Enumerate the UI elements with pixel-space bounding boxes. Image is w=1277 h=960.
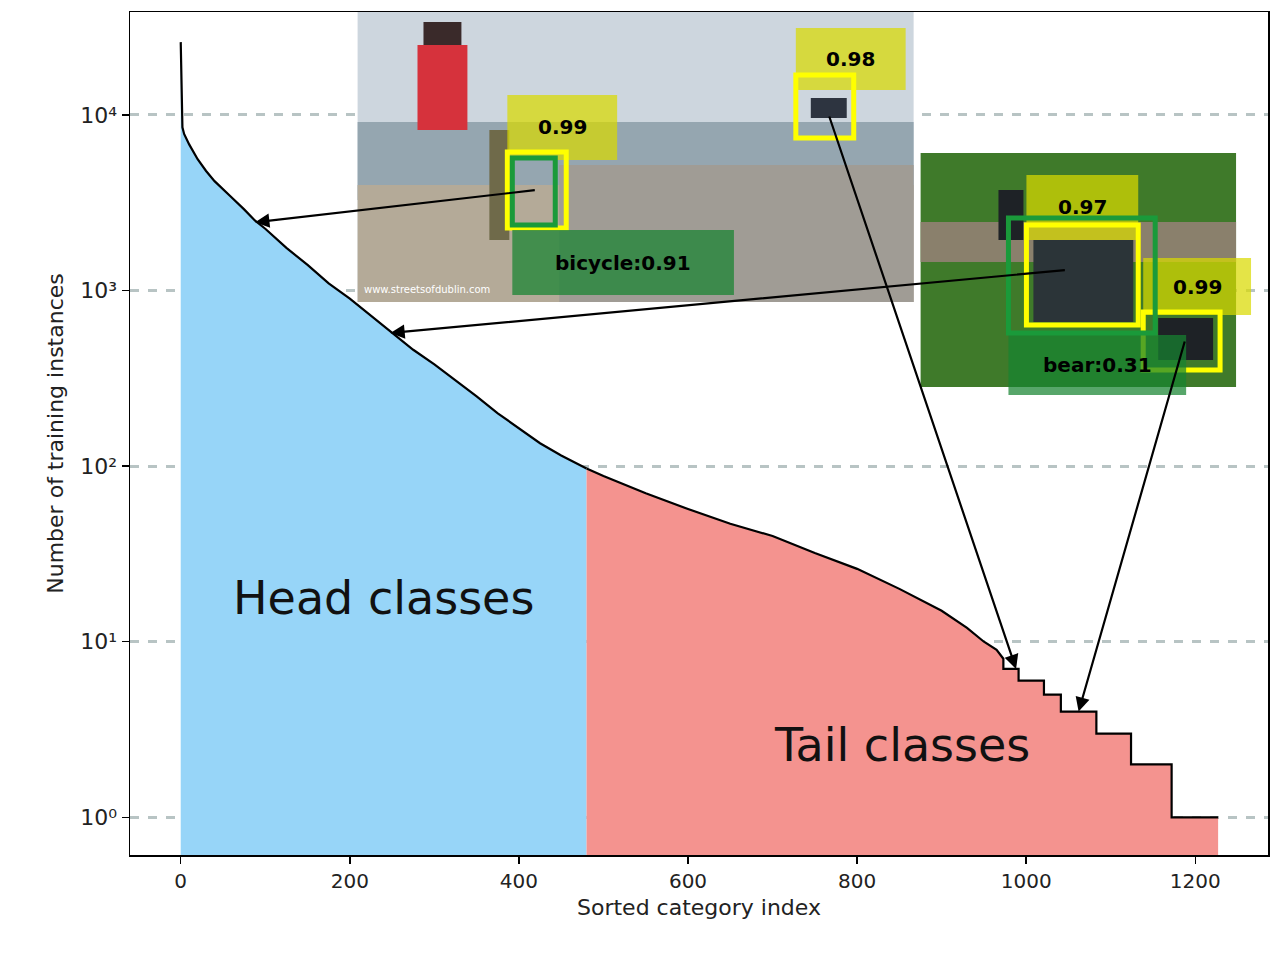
svg-text:Head classes: Head classes [233,571,534,625]
svg-text:0.99: 0.99 [1173,275,1222,299]
svg-text:0: 0 [174,869,187,893]
svg-text:bicycle:0.91: bicycle:0.91 [555,251,691,275]
svg-text:10⁰: 10⁰ [80,805,117,830]
svg-text:bear:0.31: bear:0.31 [1043,353,1152,377]
svg-text:1200: 1200 [1170,869,1221,893]
svg-text:10¹: 10¹ [80,629,117,654]
svg-text:400: 400 [500,869,538,893]
svg-text:www.streetsofdublin.com: www.streetsofdublin.com [364,284,490,295]
svg-text:10⁴: 10⁴ [80,103,117,128]
svg-text:0.98: 0.98 [826,47,875,71]
svg-text:10²: 10² [80,454,117,479]
svg-text:10³: 10³ [80,278,117,303]
svg-text:800: 800 [838,869,876,893]
svg-text:0.99: 0.99 [538,115,587,139]
svg-text:200: 200 [331,869,369,893]
svg-text:Sorted category index: Sorted category index [577,895,821,920]
svg-text:600: 600 [669,869,707,893]
svg-text:Tail classes: Tail classes [774,718,1030,772]
svg-text:Number of training instances: Number of training instances [43,273,68,593]
svg-text:1000: 1000 [1001,869,1052,893]
svg-text:0.97: 0.97 [1058,195,1107,219]
